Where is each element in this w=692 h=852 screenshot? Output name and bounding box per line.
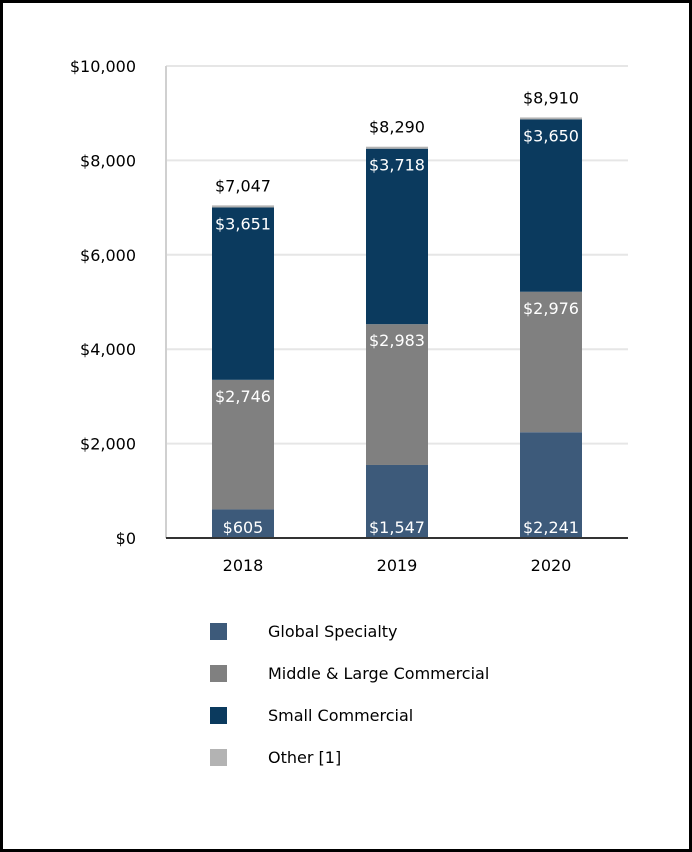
bar-segment-label: $3,650 <box>523 126 579 145</box>
labels: $605 $2,746 $3,651 $7,047 $1,547 $2,983 $3,718… <box>215 88 579 537</box>
bar-segment <box>520 117 582 120</box>
bar-segment <box>366 464 428 538</box>
y-tick-label: $6,000 <box>80 246 136 265</box>
bar-segment <box>520 119 582 292</box>
legend-label: Small Commercial <box>268 706 413 725</box>
bar-segment-label: $2,976 <box>523 299 579 318</box>
bar-total-label: $8,290 <box>369 118 425 137</box>
bar-segment-label: $605 <box>223 518 264 537</box>
y-tick-label: $8,000 <box>80 151 136 170</box>
legend-label: Other [1] <box>268 748 341 767</box>
y-tick-label: $4,000 <box>80 340 136 359</box>
bar-total-label: $8,910 <box>523 88 579 107</box>
bars <box>212 117 582 538</box>
bar-segment <box>212 509 274 538</box>
legend-label: Global Specialty <box>268 622 398 641</box>
legend-label: Middle & Large Commercial <box>268 664 489 683</box>
x-tick-label: 2018 <box>223 556 264 575</box>
bar-segment-label: $2,746 <box>215 387 271 406</box>
bar-segment-label: $2,241 <box>523 518 579 537</box>
bar-segment-label: $1,547 <box>369 518 425 537</box>
bar-segment <box>366 324 428 465</box>
bar-segment <box>212 379 274 510</box>
bar-segment-label: $3,718 <box>369 156 425 175</box>
axes: $0 $2,000 $4,000 $6,000 $8,000 $10,000 2018 201… <box>70 57 628 575</box>
bar-segment <box>366 148 428 325</box>
legend-swatch <box>210 665 227 682</box>
x-tick-label: 2020 <box>531 556 572 575</box>
bar-segment-label: $2,983 <box>369 331 425 350</box>
bar-segment <box>520 432 582 538</box>
legend: Global Specialty Middle & Large Commercia… <box>210 622 489 767</box>
x-tick-label: 2019 <box>377 556 418 575</box>
legend-swatch <box>210 623 227 640</box>
bar-segment <box>520 291 582 433</box>
bar-segment <box>212 207 274 380</box>
bar-segment <box>212 205 274 208</box>
y-tick-label: $0 <box>116 529 136 548</box>
bar-segment <box>366 146 428 149</box>
y-tick-label: $2,000 <box>80 435 136 454</box>
legend-swatch <box>210 749 227 766</box>
legend-swatch <box>210 707 227 724</box>
bar-segment-label: $3,651 <box>215 215 271 234</box>
y-tick-label: $10,000 <box>70 57 136 76</box>
bar-total-label: $7,047 <box>215 176 271 195</box>
